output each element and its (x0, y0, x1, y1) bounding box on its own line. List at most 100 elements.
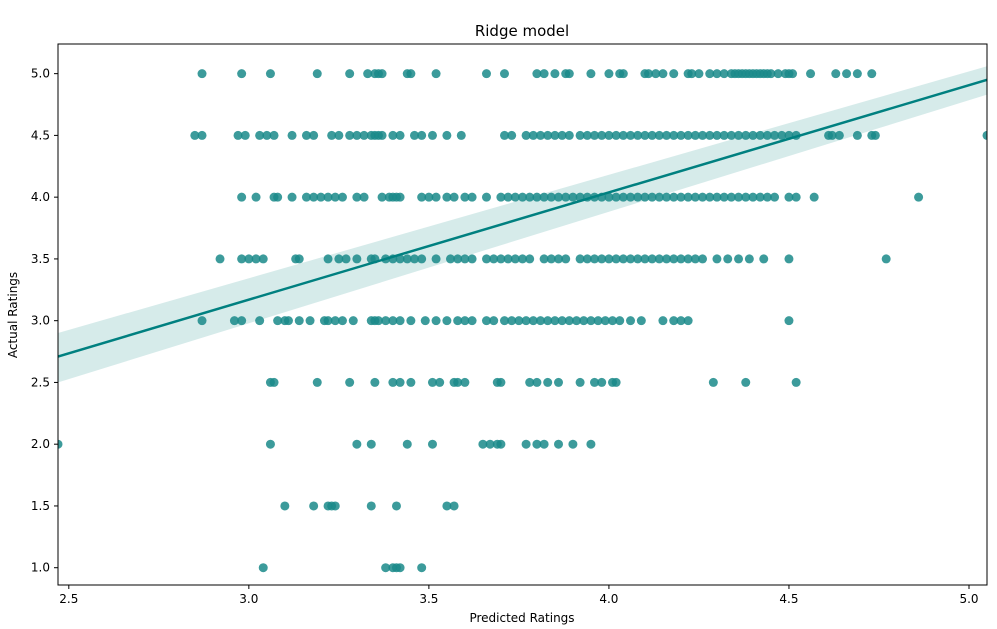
data-point (525, 254, 535, 264)
x-tick-label: 4.5 (779, 592, 798, 606)
data-point (388, 316, 398, 326)
data-point (467, 254, 477, 264)
data-point (597, 254, 607, 264)
data-point (636, 316, 646, 326)
data-point (528, 316, 538, 326)
data-point (237, 254, 247, 264)
data-point (698, 192, 708, 202)
data-point (658, 69, 668, 79)
data-point (312, 377, 322, 387)
regression-line (58, 78, 987, 358)
data-point (370, 377, 380, 387)
data-point (564, 69, 574, 79)
data-point (334, 254, 344, 264)
data-point (309, 130, 319, 140)
data-point (373, 316, 383, 326)
data-point (784, 192, 794, 202)
data-point (237, 69, 247, 79)
data-point (518, 254, 527, 264)
data-point (58, 439, 63, 449)
data-point (489, 254, 499, 264)
data-point (809, 192, 819, 202)
data-point (420, 316, 430, 326)
data-point (417, 130, 427, 140)
data-point (626, 192, 636, 202)
data-point (669, 254, 679, 264)
data-point (503, 192, 513, 202)
data-point (417, 563, 427, 573)
data-point (770, 192, 780, 202)
data-point (608, 316, 618, 326)
data-point (442, 501, 452, 511)
data-point (507, 130, 517, 140)
data-point (662, 192, 672, 202)
data-point (557, 130, 567, 140)
y-tick-label: 4.0 (31, 190, 50, 204)
data-point (550, 69, 560, 79)
data-point (568, 439, 578, 449)
data-point (914, 192, 924, 202)
data-point (543, 130, 553, 140)
data-point (496, 439, 506, 449)
data-point (258, 254, 268, 264)
data-point (334, 130, 344, 140)
data-point (831, 69, 841, 79)
data-point (734, 192, 744, 202)
data-point (658, 316, 668, 326)
data-point (359, 192, 369, 202)
data-point (363, 69, 373, 79)
data-point (345, 69, 355, 79)
data-point (586, 69, 596, 79)
data-point (546, 192, 556, 202)
data-point (197, 130, 207, 140)
data-point (611, 130, 621, 140)
data-point (427, 439, 437, 449)
y-axis-label: Actual Ratings (6, 272, 20, 358)
data-point (294, 254, 304, 264)
data-point (265, 439, 275, 449)
data-point (330, 316, 340, 326)
data-point (510, 254, 520, 264)
data-point (233, 130, 243, 140)
data-point (366, 439, 376, 449)
data-point (229, 316, 239, 326)
data-point (442, 130, 452, 140)
data-point (647, 192, 657, 202)
data-point (499, 69, 509, 79)
data-point (395, 130, 405, 140)
data-point (618, 254, 628, 264)
data-point (712, 69, 722, 79)
data-point (301, 192, 311, 202)
data-point (424, 192, 434, 202)
data-point (690, 254, 700, 264)
data-point (654, 192, 664, 202)
confidence-band (58, 66, 987, 383)
data-point (395, 316, 405, 326)
data-point (784, 254, 794, 264)
data-point (708, 377, 718, 387)
data-point (705, 130, 715, 140)
data-point (705, 69, 715, 79)
data-point (510, 192, 520, 202)
data-point (554, 439, 564, 449)
data-point (287, 192, 297, 202)
data-point (564, 130, 574, 140)
data-point (640, 254, 650, 264)
data-point (449, 501, 459, 511)
data-point (431, 316, 441, 326)
data-point (294, 316, 304, 326)
data-point (395, 563, 405, 573)
data-point (550, 130, 560, 140)
data-point (388, 130, 398, 140)
data-point (507, 316, 517, 326)
data-point (409, 130, 419, 140)
data-point (240, 130, 250, 140)
data-point (359, 130, 369, 140)
data-point (406, 316, 416, 326)
data-point (456, 130, 466, 140)
data-point (197, 316, 207, 326)
data-point (852, 69, 862, 79)
data-point (575, 130, 585, 140)
data-point (521, 316, 531, 326)
chart-title: Ridge model (475, 22, 569, 40)
